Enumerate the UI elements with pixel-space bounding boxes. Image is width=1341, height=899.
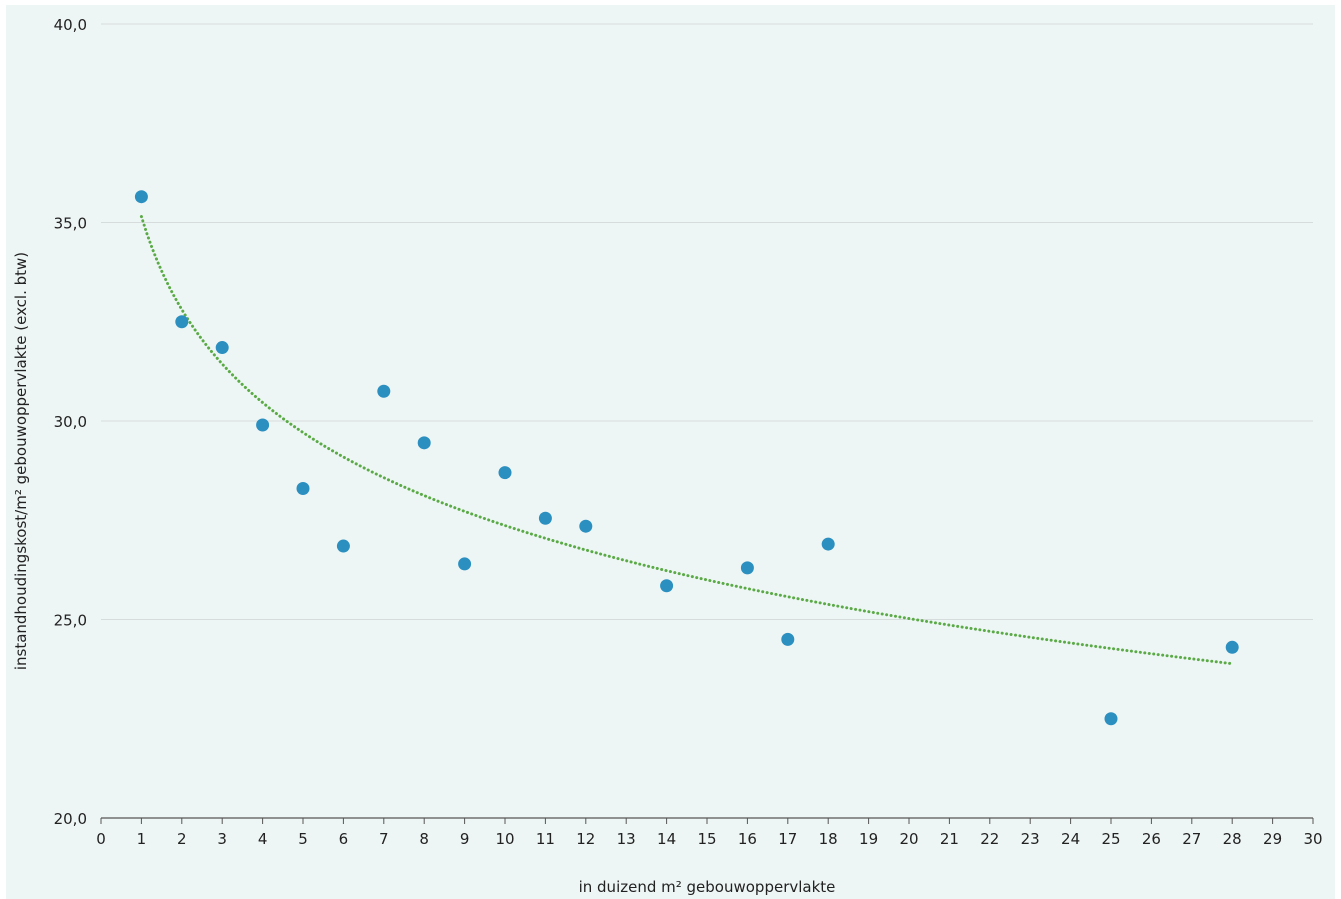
x-tick-label: 9 <box>460 830 470 848</box>
x-tick-label: 29 <box>1263 830 1282 848</box>
x-tick-label: 19 <box>859 830 878 848</box>
data-point <box>134 190 148 204</box>
data-point <box>660 579 674 593</box>
y-tick-label: 35,0 <box>54 215 87 233</box>
axes <box>100 817 1314 824</box>
x-tick-label: 12 <box>576 830 595 848</box>
x-tick-label: 17 <box>778 830 797 848</box>
chart-panel <box>6 5 1335 899</box>
gridlines <box>101 23 1313 620</box>
x-tick-label: 30 <box>1303 830 1322 848</box>
data-point <box>740 561 754 575</box>
y-axis-title: instandhoudingskost/m² gebouwoppervlakte… <box>12 252 30 670</box>
x-tick-label: 28 <box>1223 830 1242 848</box>
x-tick-label: 23 <box>1021 830 1040 848</box>
x-tick-label: 21 <box>940 830 959 848</box>
x-tick-label: 18 <box>819 830 838 848</box>
x-tick-label: 15 <box>697 830 716 848</box>
data-point <box>336 539 350 553</box>
x-tick-label: 13 <box>617 830 636 848</box>
x-tick-label: 20 <box>899 830 918 848</box>
data-point <box>256 418 270 432</box>
data-point <box>579 519 593 533</box>
tick-labels: 20,025,030,035,040,00 1 2 3 4 5 6 7 8 9 10 11 12 13 14… <box>54 16 1323 848</box>
x-tick-label: 27 <box>1182 830 1201 848</box>
y-tick-label: 40,0 <box>54 16 87 34</box>
data-point <box>458 557 472 571</box>
y-tick-label: 30,0 <box>54 413 87 431</box>
data-point <box>821 537 835 551</box>
x-tick-label: 25 <box>1101 830 1120 848</box>
x-tick-label: 1 <box>137 830 147 848</box>
data-point <box>498 466 512 480</box>
x-tick-label: 24 <box>1061 830 1080 848</box>
data-point <box>417 436 431 450</box>
y-tick-label: 25,0 <box>54 612 87 630</box>
data-point <box>377 384 391 398</box>
data-point <box>1225 640 1239 654</box>
y-tick-label: 20,0 <box>54 810 87 828</box>
data-point <box>1104 712 1118 726</box>
data-point <box>781 632 795 646</box>
x-tick-label: 26 <box>1142 830 1161 848</box>
x-tick-label: 4 <box>258 830 268 848</box>
trendline-group <box>139 215 1234 666</box>
data-point <box>296 481 310 495</box>
x-tick-label: 7 <box>379 830 389 848</box>
trendline <box>139 215 1234 666</box>
x-tick-label: 2 <box>177 830 187 848</box>
x-tick-label: 16 <box>738 830 757 848</box>
data-points <box>134 190 1239 726</box>
x-tick-label: 0 <box>96 830 106 848</box>
x-tick-label: 8 <box>419 830 429 848</box>
x-tick-label: 5 <box>298 830 308 848</box>
x-tick-label: 3 <box>217 830 227 848</box>
data-point <box>175 315 189 329</box>
x-tick-label: 22 <box>980 830 999 848</box>
x-tick-label: 11 <box>536 830 555 848</box>
data-point <box>215 341 229 355</box>
data-point <box>538 511 552 525</box>
x-axis-title: in duizend m² gebouwoppervlakte <box>579 878 836 896</box>
x-tick-label: 14 <box>657 830 676 848</box>
x-tick-label: 10 <box>495 830 514 848</box>
x-tick-label: 6 <box>339 830 349 848</box>
